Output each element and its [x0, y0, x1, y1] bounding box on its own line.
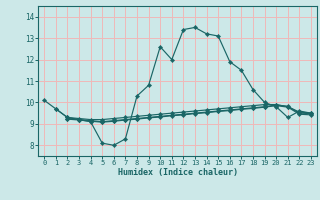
- X-axis label: Humidex (Indice chaleur): Humidex (Indice chaleur): [118, 168, 238, 177]
